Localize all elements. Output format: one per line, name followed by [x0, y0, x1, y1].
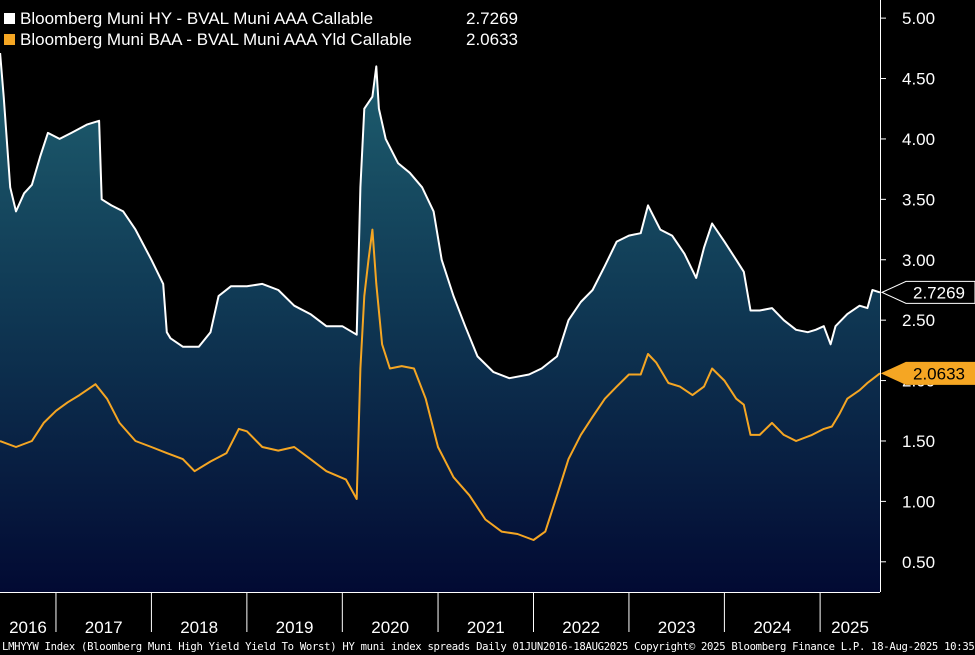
last-value-box-baa — [880, 361, 975, 385]
x-tick-label-2023: 2023 — [658, 618, 696, 637]
y-tick-label-6: 3.50 — [902, 190, 935, 209]
legend-label-baa: Bloomberg Muni BAA - BVAL Muni AAA Yld C… — [20, 30, 412, 49]
x-tick-label-2016: 2016 — [9, 618, 47, 637]
label-layer: 0.501.001.502.002.503.003.504.004.505.00… — [9, 9, 975, 637]
last-value-label-hy: 2.7269 — [913, 283, 965, 302]
last-value-tag-hy: 2.7269 — [880, 280, 975, 304]
chart-legend: Bloomberg Muni HY - BVAL Muni AAA Callab… — [0, 6, 526, 53]
x-tick-label-2018: 2018 — [180, 618, 218, 637]
x-tick-label-2020: 2020 — [371, 618, 409, 637]
y-tick-label-5: 3.00 — [902, 251, 935, 270]
legend-swatch-baa — [4, 34, 15, 45]
y-tick-label-1: 1.00 — [902, 492, 935, 511]
legend-value-hy: 2.7269 — [466, 9, 518, 28]
x-tick-label-2022: 2022 — [562, 618, 600, 637]
x-tick-label-2019: 2019 — [276, 618, 314, 637]
last-value-tag-baa: 2.0633 — [880, 361, 975, 385]
series-hy-line — [0, 51, 881, 380]
legend-value-baa: 2.0633 — [466, 30, 518, 49]
y-tick-label-7: 4.00 — [902, 130, 935, 149]
x-tick-label-2025: 2025 — [831, 618, 869, 637]
y-tick-label-2: 1.50 — [902, 432, 935, 451]
last-value-box-hy — [880, 280, 975, 304]
x-tick-label-2021: 2021 — [467, 618, 505, 637]
legend-label-hy: Bloomberg Muni HY - BVAL Muni AAA Callab… — [20, 9, 374, 28]
y-tick-label-9: 5.00 — [902, 9, 935, 28]
legend-swatch-hy — [4, 13, 15, 24]
y-tick-label-0: 0.50 — [902, 553, 935, 572]
y-tick-label-4: 2.50 — [902, 311, 935, 330]
legend-item-baa: Bloomberg Muni BAA - BVAL Muni AAA Yld C… — [4, 29, 518, 50]
y-tick-label-8: 4.50 — [902, 70, 935, 89]
series-baa-line — [0, 228, 881, 541]
chart-footer: LMHYYW Index (Bloomberg Muni High Yield … — [2, 641, 974, 653]
x-tick-label-2024: 2024 — [753, 618, 791, 637]
legend-item-hy: Bloomberg Muni HY - BVAL Muni AAA Callab… — [4, 8, 518, 29]
x-tick-label-2017: 2017 — [85, 618, 123, 637]
line-layer — [0, 51, 881, 541]
last-value-label-baa: 2.0633 — [913, 364, 965, 383]
axis-layer — [0, 0, 886, 632]
